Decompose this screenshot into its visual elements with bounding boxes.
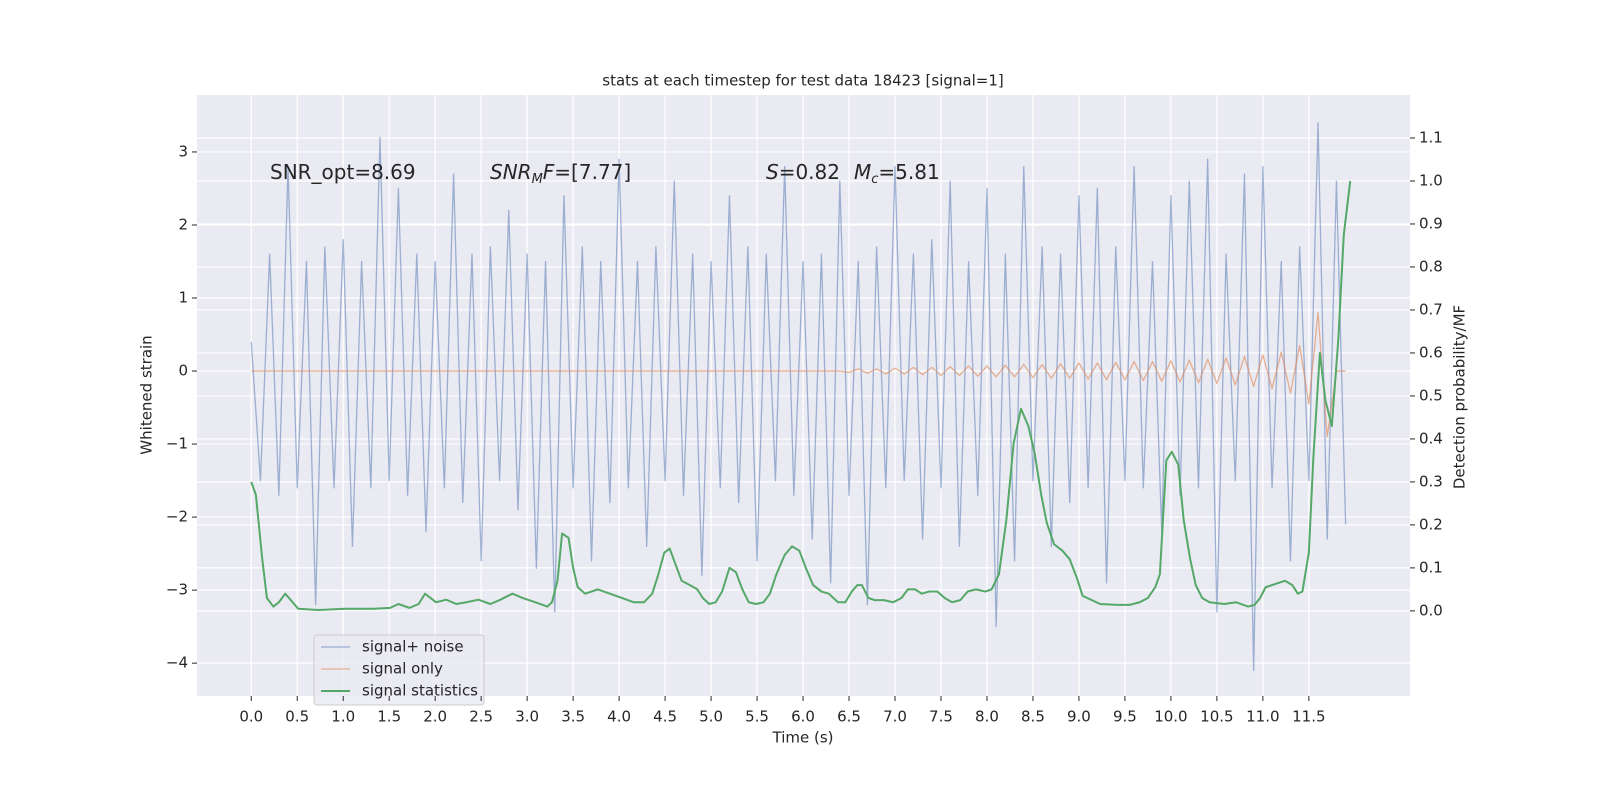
annotation-part: =5.81 bbox=[878, 160, 939, 184]
series-line bbox=[250, 180, 1352, 612]
legend: signal+ noise signal only signal statistic… bbox=[313, 634, 485, 706]
x-tick-label: 0.5 bbox=[285, 708, 309, 726]
y-tick-label: 1 bbox=[178, 289, 188, 307]
y-tick-label: 3 bbox=[178, 142, 188, 160]
annotation-part: M bbox=[854, 160, 871, 184]
series-line bbox=[250, 122, 1347, 672]
x-tick-label: 8.0 bbox=[975, 708, 999, 726]
x-tick-label: 4.0 bbox=[607, 708, 631, 726]
y-tick-label: −1 bbox=[166, 435, 188, 453]
x-tick-label: 1.5 bbox=[377, 708, 401, 726]
annotation-part: c bbox=[871, 172, 878, 187]
annotation-part: =0.82 bbox=[779, 160, 840, 184]
legend-label: signal only bbox=[362, 660, 443, 678]
y2-tick-label: 0.7 bbox=[1419, 300, 1443, 318]
x-tick-label: 6.0 bbox=[791, 708, 815, 726]
y-tick-label: 0 bbox=[178, 362, 188, 380]
annotations: SNR_opt=8.69 SNRMF=[7.77] S=0.82 Mc=5.81 bbox=[270, 160, 940, 187]
x-tick-label: 1.0 bbox=[331, 708, 355, 726]
legend-label: signal+ noise bbox=[362, 638, 464, 656]
x-tick-label: 8.5 bbox=[1021, 708, 1045, 726]
chart-title: stats at each timestep for test data 184… bbox=[602, 72, 1003, 90]
y2-tick-label: 0.3 bbox=[1419, 472, 1443, 490]
x-tick-label: 11.0 bbox=[1246, 708, 1279, 726]
y-tick-label: −3 bbox=[166, 581, 188, 599]
x-tick-label: 2.5 bbox=[469, 708, 493, 726]
x-axis-label: Time (s) bbox=[772, 729, 834, 747]
annotation: SNRMF=[7.77] bbox=[490, 160, 631, 187]
y2-tick-label: 0.4 bbox=[1419, 429, 1443, 447]
legend-label: signal statistics bbox=[362, 682, 478, 700]
x-tick-label: 4.5 bbox=[653, 708, 677, 726]
y2-tick-label: 0.5 bbox=[1419, 386, 1443, 404]
annotation-part: M bbox=[532, 172, 543, 187]
y-tick-label: −4 bbox=[166, 654, 188, 672]
annotation-part: SNR bbox=[490, 160, 532, 184]
x-tick-label: 10.0 bbox=[1154, 708, 1187, 726]
x-tick-label: 6.5 bbox=[837, 708, 861, 726]
y2-tick-label: 0.1 bbox=[1419, 558, 1443, 576]
x-tick-label: 5.5 bbox=[745, 708, 769, 726]
y-tick-label: 2 bbox=[178, 215, 188, 233]
x-tick-label: 9.0 bbox=[1067, 708, 1091, 726]
y2-tick-label: 0.2 bbox=[1419, 515, 1443, 533]
y2-axis-label: Detection probability/MF bbox=[1451, 305, 1469, 489]
x-tick-label: 0.0 bbox=[239, 708, 263, 726]
y-tick-label: −2 bbox=[166, 508, 188, 526]
x-tick-label: 10.5 bbox=[1200, 708, 1233, 726]
y2-tick-label: 0.6 bbox=[1419, 343, 1443, 361]
annotation-part: =[7.77] bbox=[554, 160, 631, 184]
annotation: SNR_opt=8.69 bbox=[270, 160, 416, 184]
annotation: S=0.82 Mc=5.81 bbox=[766, 160, 940, 187]
annotation-part: S bbox=[766, 160, 779, 184]
annotation-part: SNR_opt=8.69 bbox=[270, 160, 416, 184]
y2-tick-label: 0.8 bbox=[1419, 257, 1443, 275]
x-tick-label: 11.5 bbox=[1292, 708, 1325, 726]
series-line bbox=[251, 311, 1346, 438]
x-tick-label: 3.5 bbox=[561, 708, 585, 726]
x-tick-label: 7.0 bbox=[883, 708, 907, 726]
x-tick-label: 7.5 bbox=[929, 708, 953, 726]
grid bbox=[197, 95, 1410, 696]
x-tick-label: 9.5 bbox=[1113, 708, 1137, 726]
y2-tick-label: 1.0 bbox=[1419, 171, 1443, 189]
annotation-part: F bbox=[543, 160, 555, 184]
y2-tick-label: 1.1 bbox=[1419, 128, 1443, 146]
y2-tick-label: 0.9 bbox=[1419, 214, 1443, 232]
legend-box bbox=[313, 634, 485, 706]
y-axis-label: Whitened strain bbox=[138, 335, 156, 454]
x-tick-label: 5.0 bbox=[699, 708, 723, 726]
x-tick-label: 3.0 bbox=[515, 708, 539, 726]
x-tick-label: 2.0 bbox=[423, 708, 447, 726]
marks bbox=[250, 122, 1352, 672]
y2-tick-label: 0.0 bbox=[1419, 601, 1443, 619]
